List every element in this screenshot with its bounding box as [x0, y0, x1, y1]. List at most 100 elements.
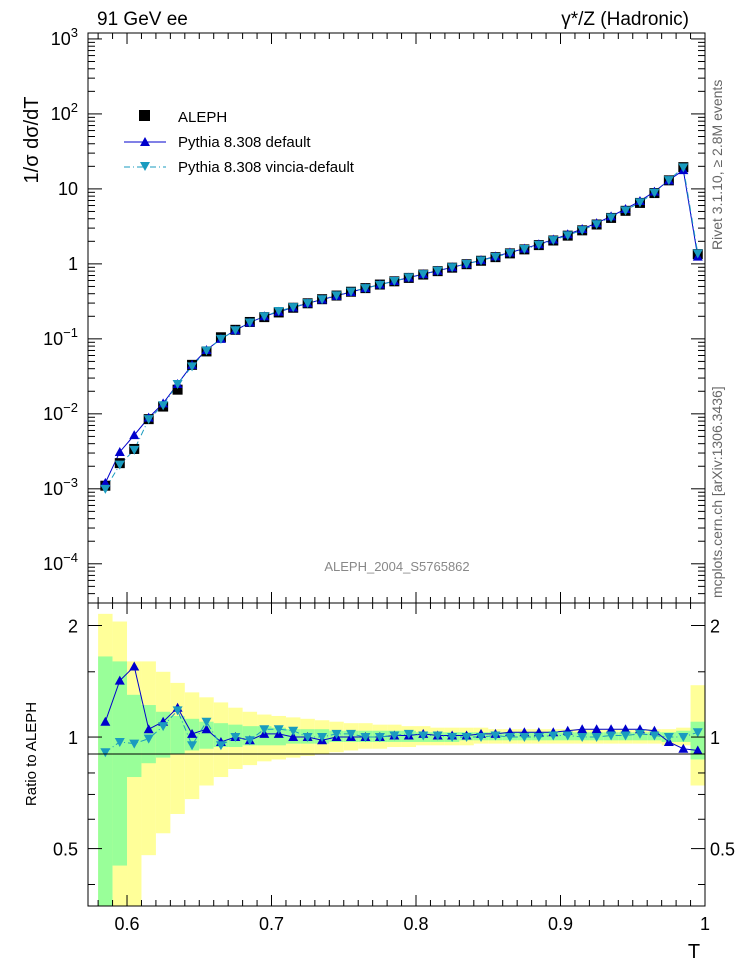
pythia-vincia-point — [114, 460, 125, 470]
y-tick-label: 1 — [68, 254, 78, 274]
pythia-vincia-point — [476, 256, 487, 266]
legend-default-marker — [140, 137, 150, 146]
ratio-vincia-point — [591, 733, 602, 743]
aleph-point — [172, 384, 183, 395]
ratio-default-point — [187, 728, 198, 738]
tick-labels: 0.6 0.7 0.8 0.9 1 10−4 10−3 10−2 10−1 1 10 102 103 0.… — [43, 25, 735, 934]
ratio-vincia-point — [331, 729, 342, 739]
ratio-vincia-point — [100, 748, 111, 758]
ratio-default-point — [620, 724, 631, 734]
ratio-vincia-point — [620, 731, 631, 741]
pythia-vincia-point — [129, 445, 140, 455]
ratio-default-point — [201, 724, 212, 734]
pythia-vincia-point — [187, 362, 198, 372]
ratio-vincia-point — [577, 733, 588, 743]
pythia-vincia-point — [620, 206, 631, 216]
ratio-vincia-point — [259, 725, 270, 735]
y-tick-label: 10−4 — [43, 550, 78, 574]
legend-aleph-label: ALEPH — [178, 109, 227, 126]
ratio-vincia-point — [345, 729, 356, 739]
ratio-vincia-point — [663, 733, 674, 743]
ratio-vincia-point — [129, 739, 140, 749]
header-right: γ*/Z (Hadronic) — [561, 9, 689, 30]
ratio-y-tick-label-right: 0.5 — [710, 840, 735, 860]
y-tick-label: 102 — [51, 100, 78, 124]
ratio-vincia-point — [692, 728, 703, 738]
ratio-vincia-point — [374, 733, 385, 743]
rivet-label: Rivet 3.1.10, ≥ 2.8M events — [709, 80, 725, 250]
band-inner-segment — [98, 656, 113, 906]
legend-default-label: Pythia 8.308 default — [178, 134, 311, 151]
pythia-vincia-point — [331, 291, 342, 301]
ratio-ylabel: Ratio to ALEPH — [23, 702, 40, 806]
y-tick-label: 10−3 — [43, 475, 78, 499]
ratio-vincia-point — [288, 726, 299, 736]
pythia-vincia-point — [374, 280, 385, 290]
ratio-y-tick-label-left: 2 — [68, 616, 78, 636]
pythia-vincia-point — [447, 263, 458, 273]
ratio-default-point — [143, 724, 154, 734]
pythia-vincia-point — [403, 273, 414, 283]
pythia-vincia-point — [533, 240, 544, 250]
ratio-vincia-point — [461, 733, 472, 743]
pythia-vincia-point — [548, 236, 559, 246]
pythia-vincia-point — [288, 303, 299, 313]
pythia-vincia-point — [678, 163, 689, 173]
ratio-vincia-point — [490, 731, 501, 741]
ratio-vincia-point — [187, 741, 198, 751]
pythia-vincia-point — [345, 287, 356, 297]
ratio-vincia-point — [201, 717, 212, 727]
ratio-default-point — [100, 716, 111, 726]
x-tick-label: 0.9 — [548, 914, 573, 934]
y-tick-label: 10 — [58, 179, 78, 199]
pythia-vincia-point — [273, 307, 284, 317]
pythia-vincia-point — [172, 379, 183, 389]
pythia-default-point — [100, 477, 111, 487]
legend-vincia-label: Pythia 8.308 vincia-default — [178, 159, 355, 176]
y-tick-label: 10−1 — [43, 325, 78, 349]
ratio-vincia-point — [476, 733, 487, 743]
ratio-vincia-point — [302, 733, 313, 743]
ratio-uncertainty-bands — [98, 613, 705, 906]
ratio-series-markers — [100, 661, 703, 758]
x-tick-label: 1 — [700, 914, 710, 934]
pythia-vincia-point — [577, 226, 588, 236]
x-axis-label: T — [688, 941, 700, 963]
ratio-vincia-point — [418, 731, 429, 741]
pythia-vincia-point — [562, 231, 573, 241]
legend-aleph-marker — [139, 110, 150, 121]
analysis-label: ALEPH_2004_S5765862 — [324, 559, 469, 574]
pythia-vincia-point — [215, 334, 226, 344]
ratio-y-tick-label-left: 1 — [68, 728, 78, 748]
ratio-vincia-point — [389, 731, 400, 741]
legend: ALEPH Pythia 8.308 default Pythia 8.308 … — [124, 109, 355, 176]
band-inner-segment — [112, 661, 128, 866]
x-tick-label: 0.7 — [259, 914, 284, 934]
ratio-default-point — [678, 743, 689, 753]
pythia-default-point — [114, 446, 125, 456]
header-left: 91 GeV ee — [97, 9, 188, 30]
pythia-vincia-point — [389, 277, 400, 287]
ratio-vincia-point — [143, 734, 154, 744]
ratio-vincia-point — [606, 731, 617, 741]
ratio-vincia-point — [562, 731, 573, 741]
pythia-vincia-point — [418, 270, 429, 280]
ratio-default-point — [591, 724, 602, 734]
x-tick-label: 0.8 — [403, 914, 428, 934]
mcplots-label: mcplots.cern.ch [arXiv:1306.3436] — [709, 386, 725, 598]
ratio-vincia-point — [244, 736, 255, 746]
pythia-vincia-point — [519, 244, 530, 254]
pythia-vincia-point — [461, 259, 472, 269]
pythia-vincia-point — [259, 312, 270, 322]
pythia-vincia-point — [201, 346, 212, 356]
pythia-default-point — [129, 430, 140, 440]
pythia-vincia-point — [230, 326, 241, 336]
axes-ticks — [88, 33, 706, 906]
ratio-y-tick-label-right: 1 — [710, 728, 720, 748]
ratio-default-point — [606, 724, 617, 734]
main-ylabel: 1/σ dσ/dT — [21, 97, 43, 184]
pythia-vincia-point — [244, 318, 255, 328]
ratio-y-tick-label-right: 2 — [710, 616, 720, 636]
ratio-vincia-point — [360, 733, 371, 743]
